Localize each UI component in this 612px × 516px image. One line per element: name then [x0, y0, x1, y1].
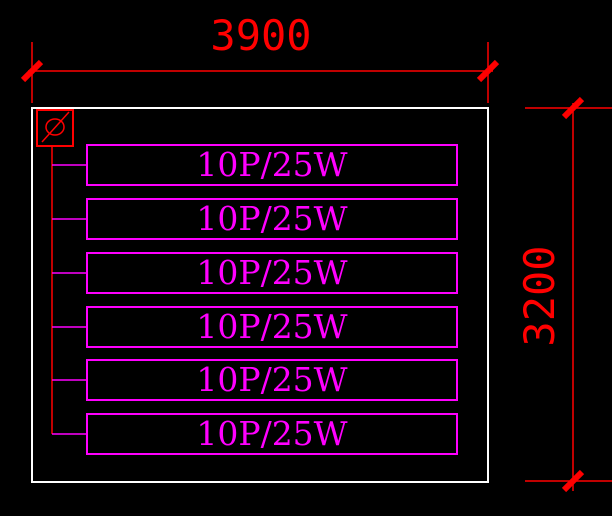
fixture-row[interactable]: 10P/25W [86, 306, 458, 348]
fixture-label: 10P/25W [196, 198, 348, 238]
fixture-row[interactable]: 10P/25W [86, 413, 458, 455]
room-outline[interactable] [31, 107, 489, 483]
dimension-tick [561, 96, 585, 120]
dimension-tick [561, 469, 585, 493]
lamp-circle-slash-icon[interactable] [36, 109, 74, 147]
fixture-row[interactable]: 10P/25W [86, 359, 458, 401]
wiring-lines[interactable] [51, 146, 87, 435]
fixture-row[interactable]: 10P/25W [86, 198, 458, 240]
dimension-tick [476, 59, 500, 83]
fixture-label: 10P/25W [196, 413, 348, 453]
dimension-tick [20, 59, 44, 83]
fixture-label: 10P/25W [196, 144, 348, 184]
height-dimension-label[interactable]: 3200 [515, 245, 564, 347]
fixture-label: 10P/25W [196, 252, 348, 292]
width-dimension[interactable] [20, 42, 500, 103]
width-dimension-label[interactable]: 3900 [210, 11, 312, 60]
fixture-label: 10P/25W [196, 359, 348, 399]
height-dimension[interactable] [525, 96, 612, 493]
fixture-row[interactable]: 10P/25W [86, 252, 458, 294]
fixture-row[interactable]: 10P/25W [86, 144, 458, 186]
fixture-label: 10P/25W [196, 306, 348, 346]
